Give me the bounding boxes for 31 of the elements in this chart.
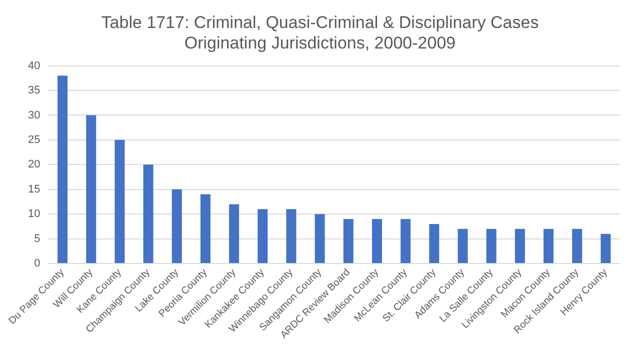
bar bbox=[514, 228, 525, 263]
bar bbox=[58, 76, 68, 263]
bar bbox=[400, 219, 411, 263]
bar bbox=[544, 228, 554, 263]
bar bbox=[143, 164, 154, 263]
bar bbox=[429, 224, 440, 263]
bar bbox=[258, 209, 268, 263]
bar bbox=[172, 189, 182, 263]
y-tick-label: 25 bbox=[28, 134, 40, 146]
y-tick-label: 30 bbox=[28, 109, 40, 122]
bar bbox=[286, 209, 296, 263]
bar bbox=[372, 219, 382, 263]
bar bbox=[114, 140, 125, 263]
text: Table 1717: Criminal, Quasi-Criminal & Disciplinary Cases bbox=[101, 12, 539, 32]
y-tick-label: 40 bbox=[28, 60, 40, 72]
bar bbox=[314, 214, 325, 263]
bar bbox=[229, 204, 240, 263]
y-tick-label: 10 bbox=[28, 208, 40, 220]
bar bbox=[458, 228, 468, 263]
text: Originating Jurisdictions, 2000-2009 bbox=[184, 33, 456, 52]
y-tick-label: 15 bbox=[28, 183, 40, 196]
bar bbox=[200, 194, 210, 263]
bar bbox=[572, 228, 582, 263]
bar bbox=[86, 115, 96, 263]
y-tick-label: 0 bbox=[34, 258, 40, 270]
bar bbox=[600, 234, 611, 263]
y-tick-label: 5 bbox=[34, 232, 40, 245]
bar bbox=[343, 219, 354, 263]
bar bbox=[486, 228, 496, 263]
y-tick-label: 35 bbox=[28, 84, 40, 97]
y-tick-label: 20 bbox=[28, 158, 40, 171]
